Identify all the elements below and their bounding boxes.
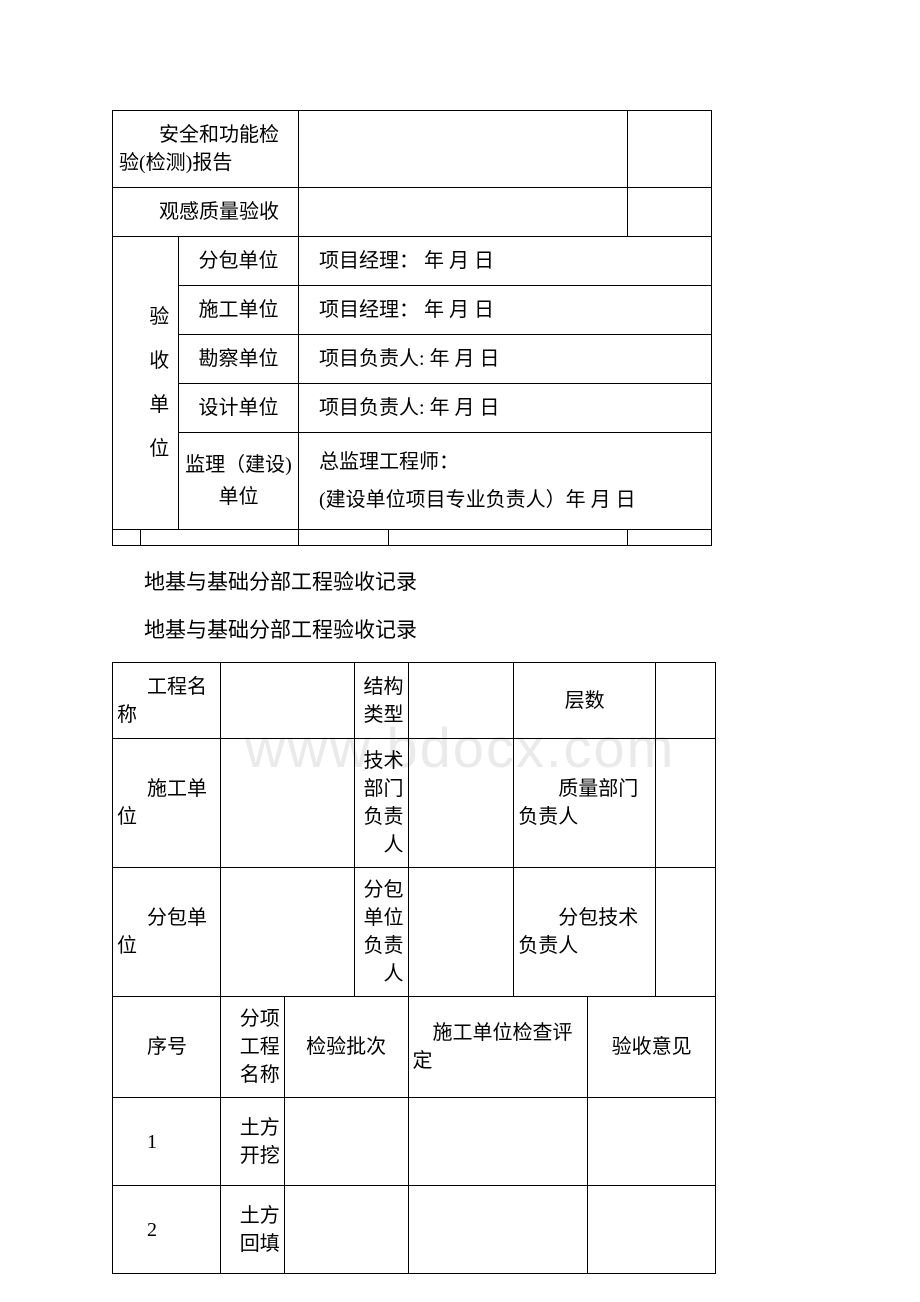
row-visual-value1 bbox=[299, 188, 628, 237]
hdr-batch: 检验批次 bbox=[284, 997, 408, 1098]
row1-check bbox=[408, 1098, 588, 1186]
sig-sur: 项目负责人: 年 月 日 bbox=[299, 335, 712, 384]
r3c6 bbox=[656, 868, 716, 997]
b3 bbox=[299, 530, 389, 546]
r2c6 bbox=[656, 739, 716, 868]
sig-owner: (建设单位项目专业负责人）年 月 日 bbox=[319, 489, 636, 511]
vert-spacer bbox=[113, 237, 141, 530]
hdr-check: 施工单位检查评定 bbox=[408, 997, 588, 1098]
acceptance-table-1: 安全和功能检验(检测)报告 观感质量验收 验 收 单 位 分包单位 项目经理： … bbox=[112, 110, 712, 546]
r3c1: 分包单位 bbox=[113, 868, 221, 997]
unit-sub: 分包单位 bbox=[179, 237, 299, 286]
heading-1: 地基与基础分部工程验收记录 bbox=[144, 566, 920, 596]
sig-con: 项目经理： 年 月 日 bbox=[299, 286, 712, 335]
heading-2: 地基与基础分部工程验收记录 bbox=[144, 614, 920, 644]
r1c5: 层数 bbox=[514, 663, 656, 739]
unit-con: 施工单位 bbox=[179, 286, 299, 335]
unit-des: 设计单位 bbox=[179, 384, 299, 433]
unit-sup: 监理（建设)单位 bbox=[179, 433, 299, 530]
r2c2 bbox=[220, 739, 354, 868]
row-safety-value2 bbox=[628, 111, 712, 188]
r1c2 bbox=[220, 663, 354, 739]
row-safety-label: 安全和功能检验(检测)报告 bbox=[113, 111, 299, 188]
r2c4 bbox=[408, 739, 514, 868]
row2-batch bbox=[284, 1186, 408, 1274]
r3c2 bbox=[220, 868, 354, 997]
sig-chief: 总监理工程师： bbox=[319, 451, 459, 473]
row1-opinion bbox=[588, 1098, 716, 1186]
hdr-opinion: 验收意见 bbox=[588, 997, 716, 1098]
r2c3: 技术部门负责人 bbox=[354, 739, 408, 868]
b1 bbox=[113, 530, 141, 546]
unit-sur: 勘察单位 bbox=[179, 335, 299, 384]
b2 bbox=[141, 530, 299, 546]
b5 bbox=[628, 530, 712, 546]
r2c1: 施工单位 bbox=[113, 739, 221, 868]
row2-no: 2 bbox=[113, 1186, 221, 1274]
row1-no: 1 bbox=[113, 1098, 221, 1186]
vert-char-2: 收 bbox=[149, 350, 169, 372]
row2-name: 土方回填 bbox=[220, 1186, 284, 1274]
row-safety-value1 bbox=[299, 111, 628, 188]
row-visual-label: 观感质量验收 bbox=[113, 188, 299, 237]
hdr-no: 序号 bbox=[113, 997, 221, 1098]
vert-char-3: 单 bbox=[149, 394, 169, 416]
acceptance-table-2: 工程名称 结构类型 层数 施工单位 技术部门负责人 质量部门负责人 分包单位 分… bbox=[112, 662, 716, 1274]
r1c1: 工程名称 bbox=[113, 663, 221, 739]
r1c3: 结构类型 bbox=[354, 663, 408, 739]
vert-unit-label: 验 收 单 位 bbox=[141, 237, 179, 530]
r3c4 bbox=[408, 868, 514, 997]
row1-name: 土方开挖 bbox=[220, 1098, 284, 1186]
row2-opinion bbox=[588, 1186, 716, 1274]
sig-sub: 项目经理： 年 月 日 bbox=[299, 237, 712, 286]
b4 bbox=[389, 530, 628, 546]
r3c5: 分包技术负责人 bbox=[514, 868, 656, 997]
r3c3: 分包单位负责人 bbox=[354, 868, 408, 997]
r1c4 bbox=[408, 663, 514, 739]
r1c6 bbox=[656, 663, 716, 739]
row1-batch bbox=[284, 1098, 408, 1186]
r2c5: 质量部门负责人 bbox=[514, 739, 656, 868]
vert-char-4: 位 bbox=[149, 438, 169, 460]
row-visual-value2 bbox=[628, 188, 712, 237]
row2-check bbox=[408, 1186, 588, 1274]
sig-des: 项目负责人: 年 月 日 bbox=[299, 384, 712, 433]
sig-sup: 总监理工程师： (建设单位项目专业负责人）年 月 日 bbox=[299, 433, 712, 530]
vert-char-1: 验 bbox=[149, 306, 169, 328]
hdr-name: 分项工程名称 bbox=[220, 997, 284, 1098]
